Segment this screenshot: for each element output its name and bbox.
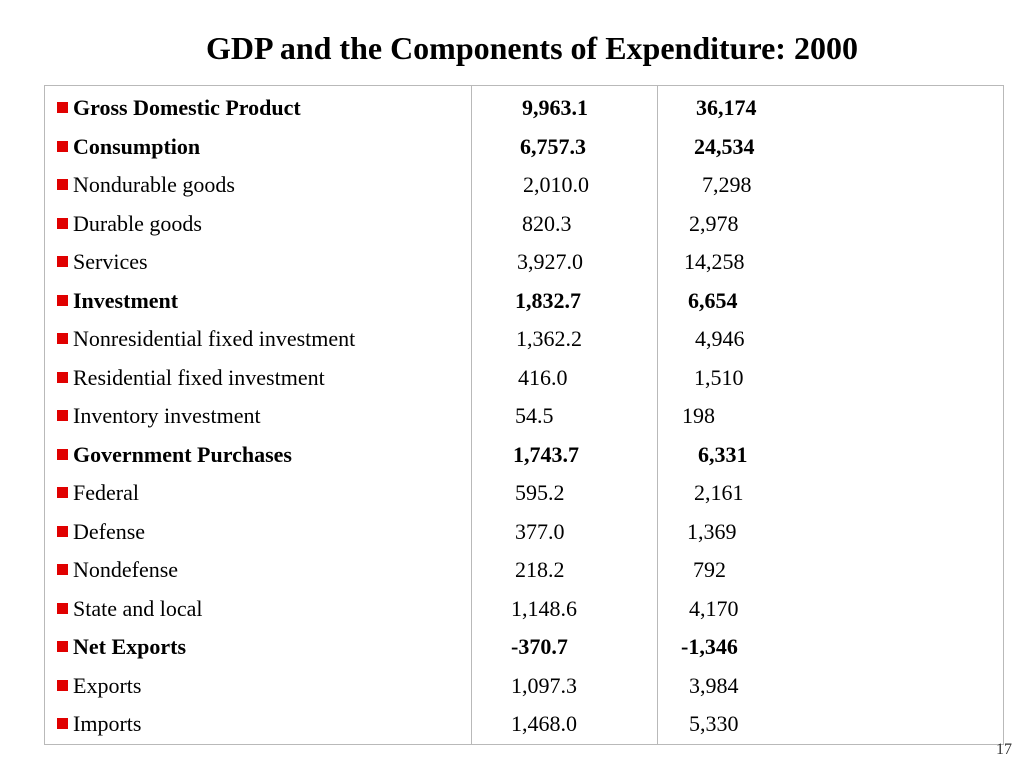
table-row: Federal 595.2 2,161 bbox=[0, 474, 1024, 512]
page-title: GDP and the Components of Expenditure: 2… bbox=[206, 30, 858, 66]
bullet-square-icon bbox=[57, 256, 68, 267]
per-person-value: 2,161 bbox=[694, 480, 744, 505]
bullet-square-icon bbox=[57, 448, 68, 460]
per-person-value: 14,258 bbox=[684, 249, 745, 274]
total-value: -370.7 bbox=[511, 634, 568, 659]
bullet-square-icon bbox=[57, 602, 68, 614]
per-person-value: 1,369 bbox=[687, 518, 737, 544]
per-person-value: 792 bbox=[693, 557, 726, 582]
bullet-square-icon bbox=[57, 217, 68, 229]
per-person-value: 3,984 bbox=[689, 672, 739, 698]
total-value: 416.0 bbox=[518, 364, 568, 390]
table-row: Defense 377.0 1,369 bbox=[0, 513, 1024, 551]
table-row: State and local 1,148.6 4,170 bbox=[0, 590, 1024, 628]
row-label: Investment bbox=[73, 287, 179, 313]
total-value: 1,468.0 bbox=[511, 711, 577, 736]
bullet-square-icon bbox=[57, 679, 68, 691]
bullet-square-icon bbox=[57, 525, 68, 537]
total-value: 1,097.3 bbox=[511, 672, 577, 698]
table-row: Consumption 6,757.3 24,534 bbox=[0, 128, 1024, 166]
table-row: Nondurable goods 2,010.0 7,298 bbox=[0, 166, 1024, 204]
table-row: Investment 1,832.7 6,654 bbox=[0, 282, 1024, 320]
total-value: 2,010.0 bbox=[523, 172, 589, 197]
per-person-value: 198 bbox=[682, 403, 715, 428]
per-person-value: -1,346 bbox=[681, 634, 738, 659]
bullet-square-icon bbox=[57, 179, 68, 190]
gdp-table bbox=[44, 85, 1004, 745]
table-row: Nondefense 218.2 792 bbox=[0, 551, 1024, 589]
per-person-value: 4,946 bbox=[695, 326, 745, 351]
per-person-value: 5,330 bbox=[689, 711, 739, 736]
total-value: 54.5 bbox=[515, 403, 554, 428]
page-number: 17 bbox=[996, 741, 1012, 758]
total-value: 1,362.2 bbox=[516, 326, 582, 351]
table-row: Nonresidential fixed investment 1,362.2 4,… bbox=[0, 320, 1024, 358]
table-row: Net Exports -370.7 -1,346 bbox=[0, 628, 1024, 666]
total-value: 218.2 bbox=[515, 557, 565, 582]
row-label: Gross Domestic Product bbox=[73, 95, 301, 120]
row-label: Durable goods bbox=[73, 210, 202, 236]
bullet-square-icon bbox=[57, 564, 68, 575]
bullet-square-icon bbox=[57, 410, 68, 421]
per-person-value: 6,331 bbox=[698, 441, 748, 467]
column-divider-2 bbox=[657, 85, 658, 745]
table-row: Gross Domestic Product 9,963.1 36,174 bbox=[0, 89, 1024, 127]
row-label: State and local bbox=[73, 595, 203, 621]
bullet-square-icon bbox=[57, 487, 68, 498]
total-value: 1,832.7 bbox=[515, 287, 581, 313]
table-row: Services 3,927.0 14,258 bbox=[0, 243, 1024, 281]
per-person-value: 6,654 bbox=[688, 287, 738, 313]
bullet-square-icon bbox=[57, 641, 68, 652]
table-row: Residential fixed investment 416.0 1,510 bbox=[0, 359, 1024, 397]
row-label: Federal bbox=[73, 480, 139, 505]
table-row: Inventory investment 54.5 198 bbox=[0, 397, 1024, 435]
total-value: 377.0 bbox=[515, 518, 565, 544]
bullet-square-icon bbox=[57, 371, 68, 383]
per-person-value: 7,298 bbox=[702, 172, 752, 197]
row-label: Net Exports bbox=[73, 634, 187, 659]
total-value: 1,743.7 bbox=[513, 441, 579, 467]
total-value: 9,963.1 bbox=[522, 95, 588, 120]
total-value: 820.3 bbox=[522, 210, 572, 236]
column-divider-1 bbox=[471, 85, 472, 745]
row-label: Nondurable goods bbox=[73, 172, 235, 197]
row-label: Government Purchases bbox=[73, 441, 292, 467]
row-label: Imports bbox=[73, 711, 142, 736]
bullet-square-icon bbox=[57, 102, 68, 113]
row-label: Consumption bbox=[73, 133, 201, 159]
per-person-value: 4,170 bbox=[689, 595, 739, 621]
row-label: Exports bbox=[73, 672, 142, 698]
bullet-square-icon bbox=[57, 718, 68, 729]
row-label: Nonresidential fixed investment bbox=[73, 326, 356, 351]
total-value: 6,757.3 bbox=[520, 133, 586, 159]
total-value: 1,148.6 bbox=[511, 595, 577, 621]
row-label: Inventory investment bbox=[73, 403, 261, 428]
row-label: Defense bbox=[73, 518, 146, 544]
total-value: 3,927.0 bbox=[517, 249, 583, 274]
bullet-square-icon bbox=[57, 294, 68, 306]
bullet-square-icon bbox=[57, 140, 68, 152]
total-value: 595.2 bbox=[515, 480, 565, 505]
per-person-value: 1,510 bbox=[694, 364, 744, 390]
table-row: Exports 1,097.3 3,984 bbox=[0, 667, 1024, 705]
table-row: Government Purchases 1,743.7 6,331 bbox=[0, 436, 1024, 474]
row-label: Nondefense bbox=[73, 557, 179, 582]
table-row: Durable goods 820.3 2,978 bbox=[0, 205, 1024, 243]
per-person-value: 24,534 bbox=[694, 133, 755, 159]
per-person-value: 36,174 bbox=[696, 95, 757, 120]
per-person-value: 2,978 bbox=[689, 210, 739, 236]
row-label: Services bbox=[73, 249, 148, 274]
row-label: Residential fixed investment bbox=[73, 364, 325, 390]
table-row: Imports 1,468.0 5,330 bbox=[0, 705, 1024, 743]
bullet-square-icon bbox=[57, 333, 68, 344]
